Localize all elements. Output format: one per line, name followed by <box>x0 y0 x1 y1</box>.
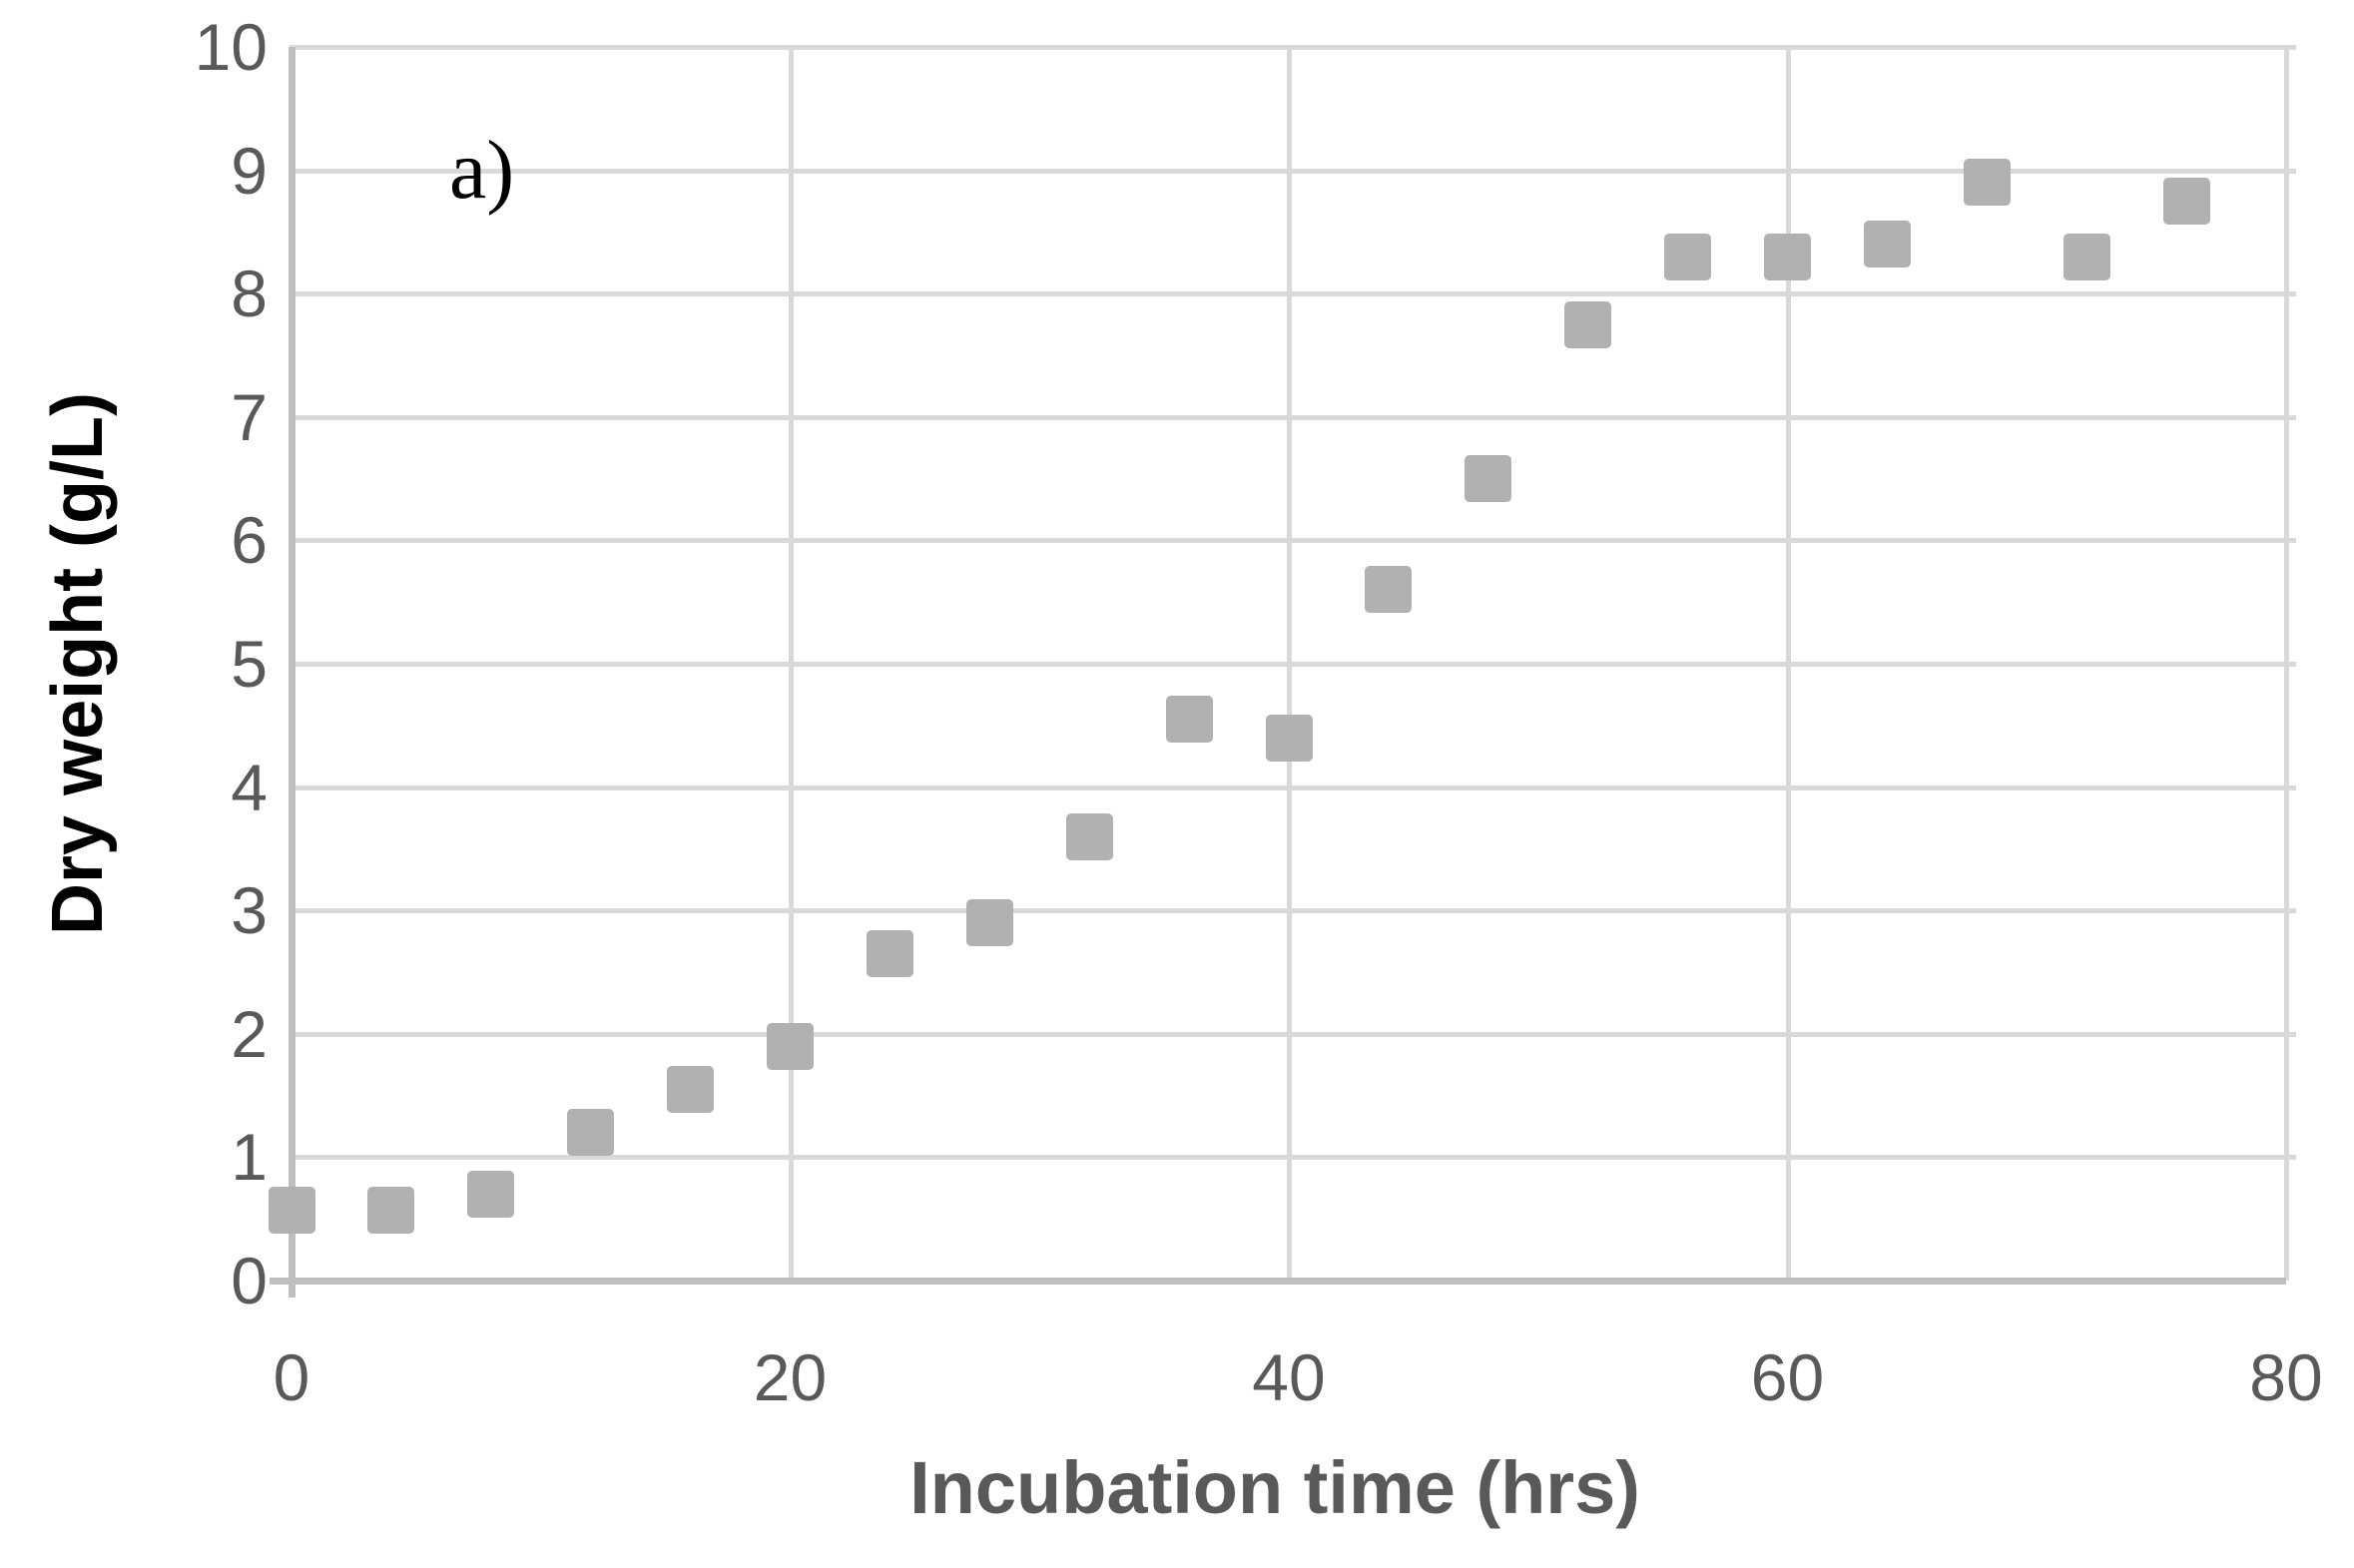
vertical-gridline <box>1287 47 1292 1281</box>
horizontal-gridline <box>290 45 2296 50</box>
data-point-marker <box>567 1109 615 1157</box>
y-tick-label: 2 <box>231 996 268 1071</box>
data-point-marker <box>1963 159 2011 207</box>
data-point-marker <box>1365 566 1413 614</box>
x-axis-title: Incubation time (hrs) <box>909 1446 1640 1529</box>
data-point-marker <box>467 1170 515 1218</box>
data-point-marker <box>1664 233 1712 280</box>
x-tick-label: 80 <box>2249 1340 2323 1414</box>
data-point-marker <box>268 1187 315 1235</box>
horizontal-gridline <box>290 414 2296 420</box>
data-point-marker <box>965 899 1013 947</box>
horizontal-gridline <box>290 538 2296 544</box>
vertical-gridline <box>788 47 794 1281</box>
y-tick-label: 1 <box>231 1120 268 1195</box>
horizontal-gridline <box>290 908 2296 914</box>
horizontal-gridline <box>290 784 2296 790</box>
vertical-gridline <box>2284 47 2289 1281</box>
data-point-marker <box>1265 714 1313 762</box>
y-tick-label: 5 <box>231 627 268 701</box>
y-tick-label: 8 <box>231 257 268 331</box>
y-tick-label: 4 <box>231 750 268 824</box>
horizontal-gridline <box>290 291 2296 297</box>
horizontal-gridline <box>290 1155 2296 1161</box>
x-tick-label: 40 <box>1252 1340 1326 1414</box>
x-tick-label: 0 <box>273 1340 310 1414</box>
data-point-marker <box>1764 233 1811 280</box>
horizontal-gridline <box>290 168 2296 174</box>
y-tick-label: 3 <box>231 873 268 948</box>
data-point-marker <box>767 1022 814 1070</box>
data-point-marker <box>866 929 913 977</box>
panel-label: a) <box>449 124 515 217</box>
data-point-marker <box>2162 178 2210 225</box>
x-axis-line <box>270 1278 2286 1285</box>
data-point-marker <box>1465 455 1512 503</box>
data-point-marker <box>1863 221 1911 268</box>
data-point-marker <box>1065 812 1113 860</box>
data-point-marker <box>1564 300 1612 348</box>
data-point-marker <box>1165 696 1213 744</box>
data-point-marker <box>2062 233 2110 280</box>
horizontal-gridline <box>290 1031 2296 1037</box>
data-point-marker <box>367 1187 415 1235</box>
y-tick-label: 7 <box>231 379 268 454</box>
data-point-marker <box>667 1065 715 1113</box>
vertical-gridline <box>1785 47 1791 1281</box>
x-tick-label: 60 <box>1750 1340 1825 1414</box>
y-axis-line <box>289 47 295 1298</box>
y-tick-label: 6 <box>231 503 268 578</box>
y-tick-label: 0 <box>231 1244 268 1317</box>
horizontal-gridline <box>290 662 2296 667</box>
y-tick-label: 10 <box>194 10 268 84</box>
x-tick-label: 20 <box>753 1340 828 1414</box>
y-tick-label: 9 <box>231 133 268 208</box>
y-axis-title: Dry weight (g/L) <box>38 392 118 935</box>
